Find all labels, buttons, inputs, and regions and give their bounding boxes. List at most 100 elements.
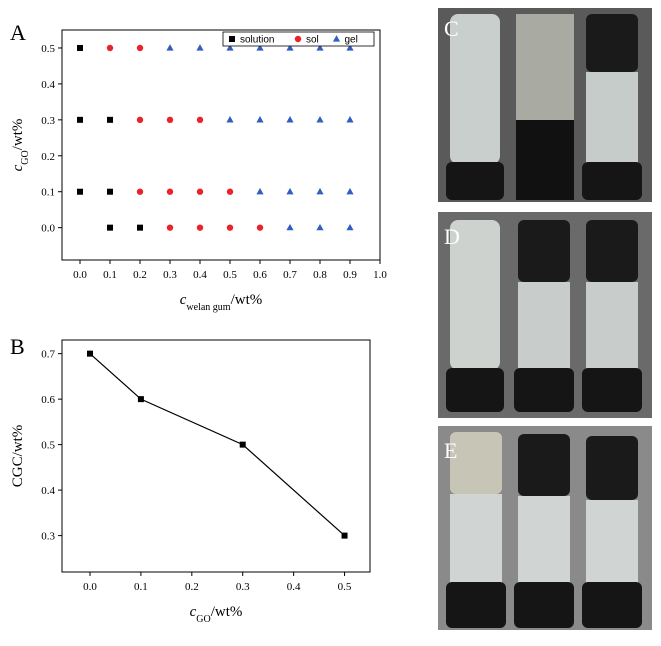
marker (341, 532, 348, 539)
marker (286, 223, 294, 231)
y-tick-label: 0.1 (41, 187, 55, 199)
panel-label: B (10, 334, 25, 359)
axis-label-part: CGC/wt% (10, 425, 26, 488)
marker (196, 116, 204, 124)
photo-panel-c: C (438, 8, 652, 202)
marker (196, 224, 204, 231)
marker (166, 44, 174, 51)
marker (137, 224, 143, 231)
marker (316, 187, 324, 195)
x-tick-label: 0.2 (185, 581, 199, 593)
x-tick-label: 0.5 (223, 269, 237, 281)
x-label: cGO/wt% (190, 604, 243, 625)
y-tick-label: 0.7 (41, 349, 55, 361)
x-tick-label: 0.2 (133, 269, 147, 281)
marker (256, 116, 264, 123)
x-label: cwelan gum/wt% (180, 292, 263, 313)
marker (136, 188, 144, 195)
marker (77, 116, 83, 123)
marker (136, 116, 144, 124)
marker (136, 44, 144, 52)
legend-label: solution (240, 35, 274, 46)
x-tick-label: 0.4 (287, 581, 301, 593)
x-tick-label: 0.1 (103, 269, 117, 281)
marker (316, 44, 324, 51)
marker (87, 350, 93, 357)
marker (196, 44, 204, 51)
marker (346, 223, 354, 231)
marker (106, 44, 114, 52)
axis-label-part: /wt% (10, 119, 26, 151)
marker (346, 116, 354, 123)
x-tick-label: 0.7 (283, 269, 297, 281)
axis-label-part: GO (20, 150, 31, 164)
plot-frame (61, 339, 371, 573)
marker (294, 35, 302, 43)
marker (166, 188, 174, 195)
panel-label: A (10, 20, 26, 45)
photo-label: E (444, 438, 457, 463)
axis-label-part: c (10, 164, 26, 171)
marker (166, 224, 174, 231)
marker (256, 187, 264, 195)
x-tick-label: 0.1 (134, 581, 148, 593)
photo-label: D (444, 224, 460, 249)
marker (316, 116, 324, 123)
marker (346, 44, 354, 51)
x-tick-label: 0.3 (236, 581, 250, 593)
marker (226, 44, 234, 51)
photo-label: C (444, 16, 459, 41)
axis-label-part: /wt% (231, 292, 263, 308)
y-tick-label: 0.5 (41, 440, 55, 452)
marker (196, 188, 204, 195)
marker (286, 116, 294, 123)
y-tick-label: 0.3 (41, 115, 55, 127)
x-tick-label: 0.4 (193, 269, 207, 281)
x-tick-label: 0.8 (313, 269, 327, 281)
marker (137, 396, 144, 403)
y-label: cGO/wt% (10, 119, 31, 172)
x-tick-label: 0.3 (163, 269, 177, 281)
marker (77, 188, 83, 195)
marker (286, 44, 294, 51)
x-tick-label: 0.9 (343, 269, 357, 281)
photo-panel-e: E (438, 426, 652, 630)
x-tick-label: 0.0 (73, 269, 87, 281)
marker (239, 441, 246, 448)
marker (77, 44, 83, 51)
y-tick-label: 0.3 (41, 531, 55, 543)
marker (332, 35, 341, 42)
axis-label-part: c (180, 292, 187, 308)
marker (256, 224, 264, 231)
y-tick-label: 0.0 (41, 223, 55, 235)
axis-label-part: /wt% (211, 604, 243, 620)
marker (107, 188, 113, 195)
legend-label: sol (306, 35, 319, 46)
y-tick-label: 0.4 (41, 485, 55, 497)
x-tick-label: 0.5 (338, 581, 352, 593)
marker (166, 116, 174, 124)
marker (346, 187, 354, 195)
axis-label-part: GO (196, 614, 210, 625)
marker (226, 188, 234, 195)
photo-panel-d: D (438, 212, 652, 418)
plot-frame (61, 29, 381, 261)
marker (226, 116, 234, 123)
x-tick-label: 1.0 (373, 269, 387, 281)
marker (316, 223, 324, 231)
marker (229, 36, 235, 42)
marker (226, 224, 234, 231)
axis-label-part: c (190, 604, 197, 620)
y-tick-label: 0.4 (41, 79, 55, 91)
marker (107, 116, 113, 123)
y-tick-label: 0.5 (41, 43, 55, 55)
line (89, 353, 345, 537)
y-tick-label: 0.2 (41, 151, 55, 163)
legend-label: gel (345, 35, 358, 46)
marker (256, 44, 264, 51)
x-tick-label: 0.6 (253, 269, 267, 281)
marker (286, 187, 294, 195)
y-tick-label: 0.6 (41, 394, 55, 406)
marker (107, 224, 113, 231)
